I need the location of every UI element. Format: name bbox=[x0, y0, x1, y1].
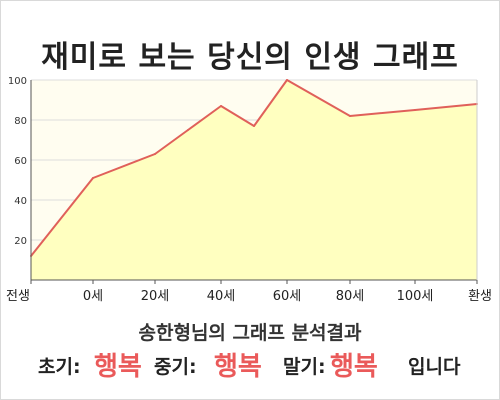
late-label: 말기: bbox=[283, 356, 326, 378]
data-point-8 bbox=[414, 109, 416, 111]
early-value: 행복 bbox=[94, 352, 142, 382]
x-tick-label-4: 60세 bbox=[273, 289, 302, 304]
x-tick-label-0: 전생 bbox=[6, 289, 30, 304]
y-tick-label-40: 40 bbox=[14, 196, 27, 207]
data-point-4 bbox=[220, 105, 222, 107]
x-tick-label-1: 0세 bbox=[83, 289, 103, 304]
middle-value: 행복 bbox=[214, 352, 262, 382]
life-area-fill bbox=[31, 80, 477, 280]
data-point-7 bbox=[349, 115, 351, 117]
data-point-3 bbox=[187, 129, 189, 131]
data-point-2 bbox=[154, 153, 156, 155]
ending-text: 입니다 bbox=[408, 356, 461, 378]
data-point-6 bbox=[286, 79, 288, 81]
x-tick-label-5: 80세 bbox=[336, 289, 365, 304]
late-value: 행복 bbox=[330, 352, 378, 382]
early-label: 초기: bbox=[38, 356, 81, 378]
y-tick-label-60: 60 bbox=[14, 156, 27, 167]
analysis-summary: 송한형님의 그래프 분석결과 bbox=[138, 322, 362, 344]
data-point-1 bbox=[92, 177, 94, 179]
analysis-result: 초기: 행복 중기: 행복 말기: 행복 입니다 bbox=[0, 346, 500, 382]
y-tick-label-100: 100 bbox=[8, 76, 27, 87]
x-tick-label-3: 40세 bbox=[207, 289, 236, 304]
x-tick-label-7: 환생 bbox=[468, 289, 492, 304]
chart-title: 재미로 보는 당신의 인생 그래프 bbox=[41, 40, 459, 75]
life-line bbox=[30, 79, 478, 257]
x-tick-label-2: 20세 bbox=[141, 289, 170, 304]
y-tick-label-20: 20 bbox=[14, 236, 27, 247]
data-point-5 bbox=[253, 125, 255, 127]
y-tick-label-80: 80 bbox=[14, 116, 27, 127]
x-tick-label-6: 100세 bbox=[397, 289, 434, 304]
middle-label: 중기: bbox=[154, 356, 197, 378]
